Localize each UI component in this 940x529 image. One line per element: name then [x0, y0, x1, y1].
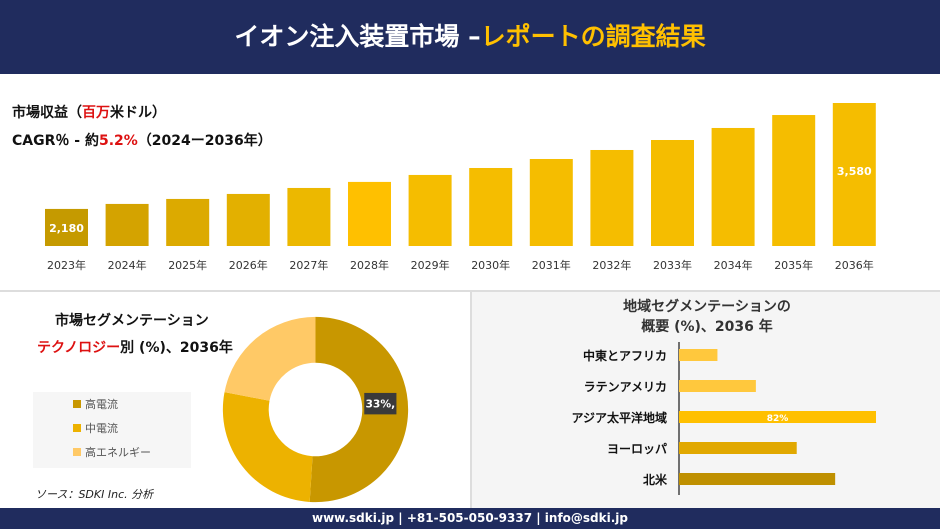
- region-bar: [679, 380, 756, 392]
- bar-data-label: 3,580: [837, 165, 872, 178]
- region-subtitle: 概要 (%)、2036 年: [641, 319, 773, 335]
- legend-swatch: [73, 424, 81, 432]
- year-tick-label: 2024年: [108, 258, 147, 272]
- donut-legend: 高電流中電流高エネルギー: [33, 392, 191, 468]
- region-bar: [679, 411, 876, 423]
- segment-title: 市場セグメンテーション: [55, 313, 209, 329]
- title: イオン注入装置市場 –: [234, 22, 481, 51]
- year-tick-label: 2032年: [592, 258, 631, 272]
- region-bar: [679, 442, 797, 454]
- revenue-label: 市場収益（百万米ドル）: [12, 105, 166, 121]
- region-bar: [679, 473, 836, 485]
- technology-donut-chart: 33%,: [222, 316, 409, 503]
- region-title: 地域セグメンテーションの: [623, 299, 791, 315]
- footer-contact: www.sdki.jp | +81-505-050-9337 | info@sd…: [0, 508, 940, 529]
- divider: [0, 290, 940, 292]
- source-note: ソース：SDKI Inc. 分析: [35, 488, 154, 501]
- legend-label: 高エネルギー: [85, 446, 151, 459]
- year-tick-label: 2029年: [411, 258, 450, 272]
- revenue-section: 2023年 2,180 2024年 2025年 2026年 2027年 2028年 2029年…: [0, 74, 940, 290]
- legend-item: 高電流: [33, 392, 191, 416]
- segment-subtitle: テクノロジー別 (%)、2036年: [37, 340, 233, 356]
- region-segment-panel: 地域セグメンテーションの 概要 (%)、2036 年 中東とアフリカ ラテンアメリ…: [470, 292, 940, 508]
- cagr-label: CAGR％ - 約5.2%（2024ー2036年）: [12, 133, 272, 149]
- header-banner: イオン注入装置市場 –レポートの調査結果: [0, 0, 940, 74]
- technology-segment-panel: 市場セグメンテーション テクノロジー別 (%)、2036年 高電流中電流高エネル…: [0, 292, 470, 508]
- donut-slice: [224, 316, 316, 401]
- legend-label: 中電流: [85, 422, 118, 435]
- revenue-bar: [772, 115, 816, 247]
- revenue-bar: [166, 198, 210, 246]
- revenue-bar: [45, 208, 88, 246]
- year-tick-label: 2033年: [653, 258, 692, 272]
- donut-slice: [222, 392, 313, 502]
- year-tick-label: 2028年: [350, 258, 389, 272]
- region-data-label: 82%: [767, 414, 789, 424]
- legend-item: 中電流: [33, 416, 191, 440]
- revenue-bar: [408, 174, 452, 246]
- region-label: アジア太平洋地域: [571, 410, 667, 425]
- year-tick-label: 2025年: [168, 258, 207, 272]
- data-label-box: [364, 392, 397, 415]
- revenue-bar: [529, 158, 573, 246]
- region-bar: [679, 349, 718, 361]
- title-highlight: レポートの調査結果: [480, 22, 706, 51]
- revenue-bar: [711, 127, 755, 246]
- revenue-bar: [469, 167, 513, 246]
- revenue-bar: [105, 203, 149, 246]
- year-tick-label: 2026年: [229, 258, 268, 272]
- revenue-bar: [832, 103, 876, 246]
- revenue-bar: [287, 187, 331, 246]
- revenue-bar: [226, 193, 270, 246]
- year-tick-label: 2023年: [47, 258, 86, 272]
- year-tick-label: 2030年: [471, 258, 510, 272]
- region-label: 中東とアフリカ: [583, 348, 667, 363]
- region-label: 北米: [643, 472, 668, 487]
- revenue-bar-chart: 2023年 2,180 2024年 2025年 2026年 2027年 2028年 2029年…: [45, 103, 876, 272]
- revenue-bar: [651, 139, 694, 246]
- year-tick-label: 2036年: [835, 258, 874, 272]
- year-tick-label: 2034年: [714, 258, 753, 272]
- legend-swatch: [73, 448, 81, 456]
- year-tick-label: 2027年: [289, 258, 328, 272]
- region-label: ラテンアメリカ: [584, 380, 667, 394]
- donut-data-label: 33%,: [365, 398, 395, 411]
- revenue-bar: [590, 149, 634, 246]
- year-tick-label: 2031年: [532, 258, 571, 272]
- legend-swatch: [73, 400, 81, 408]
- revenue-bar: [348, 181, 391, 246]
- bar-data-label: 2,180: [49, 222, 84, 235]
- legend-label: 高電流: [85, 398, 118, 411]
- year-tick-label: 2035年: [774, 258, 813, 272]
- donut-slice: [309, 316, 409, 503]
- region-label: ヨーロッパ: [607, 442, 667, 456]
- legend-item: 高エネルギー: [33, 440, 191, 464]
